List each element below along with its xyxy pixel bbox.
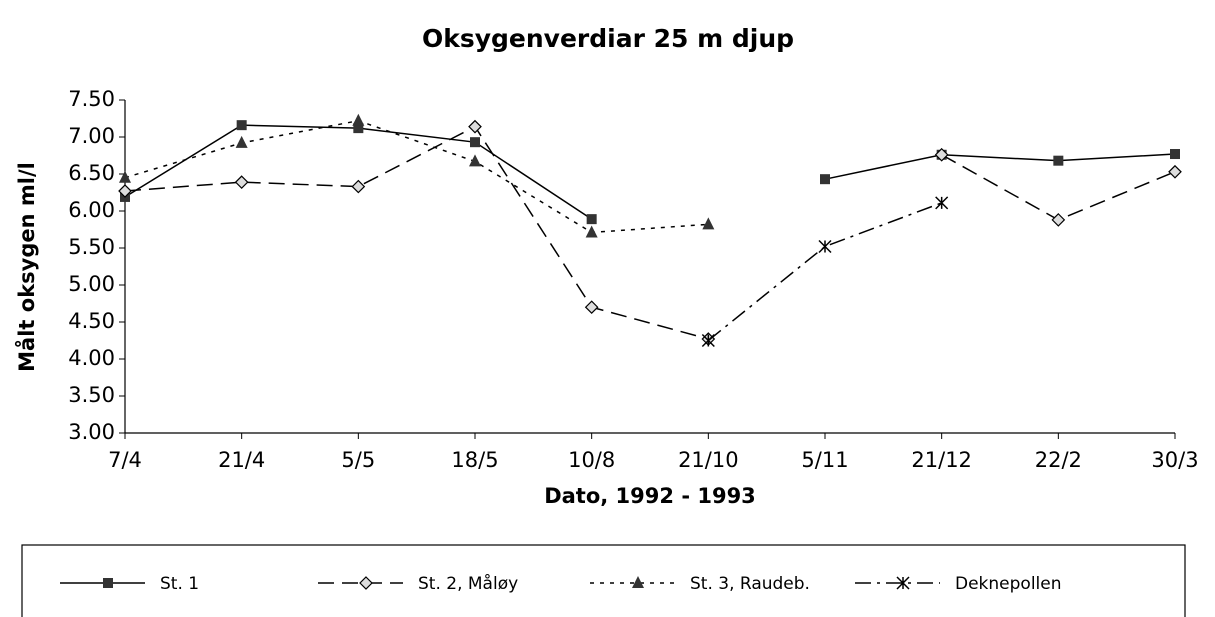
data-point bbox=[820, 174, 830, 185]
data-point bbox=[585, 225, 598, 238]
y-tick-label: 5.00 bbox=[68, 272, 115, 296]
x-axis-title: Dato, 1992 - 1993 bbox=[544, 484, 756, 508]
data-point bbox=[469, 154, 481, 167]
chart-title: Oksygenverdiar 25 m djup bbox=[422, 24, 794, 53]
legend-label: St. 3, Raudeb. bbox=[690, 574, 810, 594]
legend-marker bbox=[632, 576, 644, 588]
x-tick-label: 30/3 bbox=[1151, 448, 1198, 472]
x-tick-label: 10/8 bbox=[568, 448, 615, 472]
legend-marker bbox=[896, 576, 910, 590]
data-point bbox=[702, 217, 715, 230]
x-tick-label: 21/4 bbox=[218, 448, 265, 472]
data-point bbox=[470, 137, 480, 148]
legend-label: Deknepollen bbox=[955, 574, 1062, 594]
data-point bbox=[1170, 149, 1180, 160]
legend-marker bbox=[103, 578, 113, 588]
data-point bbox=[1168, 164, 1182, 179]
x-tick-label: 5/11 bbox=[801, 448, 848, 472]
y-tick-label: 3.00 bbox=[68, 420, 115, 444]
data-point bbox=[119, 170, 131, 183]
y-tick-label: 4.00 bbox=[68, 346, 115, 370]
data-point bbox=[1053, 155, 1064, 166]
data-point bbox=[352, 113, 365, 126]
series-line bbox=[124, 119, 709, 234]
legend-box bbox=[21, 544, 1186, 617]
data-point bbox=[468, 119, 482, 134]
y-tick-label: 5.50 bbox=[68, 235, 115, 259]
y-tick-label: 4.50 bbox=[68, 309, 115, 333]
legend-label: St. 2, Måløy bbox=[418, 573, 518, 594]
y-tick-label: 7.50 bbox=[68, 87, 115, 111]
x-tick-label: 22/2 bbox=[1035, 448, 1082, 472]
data-point bbox=[1051, 213, 1066, 227]
data-point bbox=[353, 123, 364, 134]
data-point bbox=[818, 239, 832, 254]
series-line bbox=[124, 124, 1176, 220]
x-tick-label: 21/12 bbox=[911, 448, 972, 472]
data-point bbox=[236, 120, 247, 131]
data-point bbox=[934, 147, 949, 162]
x-tick-label: 21/10 bbox=[678, 448, 739, 472]
legend-label: St. 1 bbox=[160, 574, 199, 594]
data-point bbox=[235, 135, 248, 148]
data-point bbox=[935, 196, 949, 210]
x-tick-label: 5/5 bbox=[341, 448, 375, 472]
legend-marker bbox=[359, 576, 373, 590]
y-tick-label: 6.50 bbox=[68, 161, 115, 185]
y-axis-title: Målt oksygen ml/l bbox=[14, 162, 39, 372]
data-point bbox=[701, 333, 715, 348]
series-line bbox=[707, 202, 942, 342]
data-point bbox=[586, 214, 597, 225]
data-point bbox=[118, 184, 132, 198]
x-tick-label: 7/4 bbox=[108, 448, 142, 472]
data-point bbox=[351, 179, 366, 194]
data-point bbox=[234, 175, 249, 189]
y-tick-label: 3.50 bbox=[68, 383, 115, 407]
y-tick-label: 6.00 bbox=[68, 198, 115, 222]
y-tick-label: 7.00 bbox=[68, 124, 115, 148]
data-point bbox=[584, 300, 599, 315]
x-tick-label: 18/5 bbox=[451, 448, 498, 472]
